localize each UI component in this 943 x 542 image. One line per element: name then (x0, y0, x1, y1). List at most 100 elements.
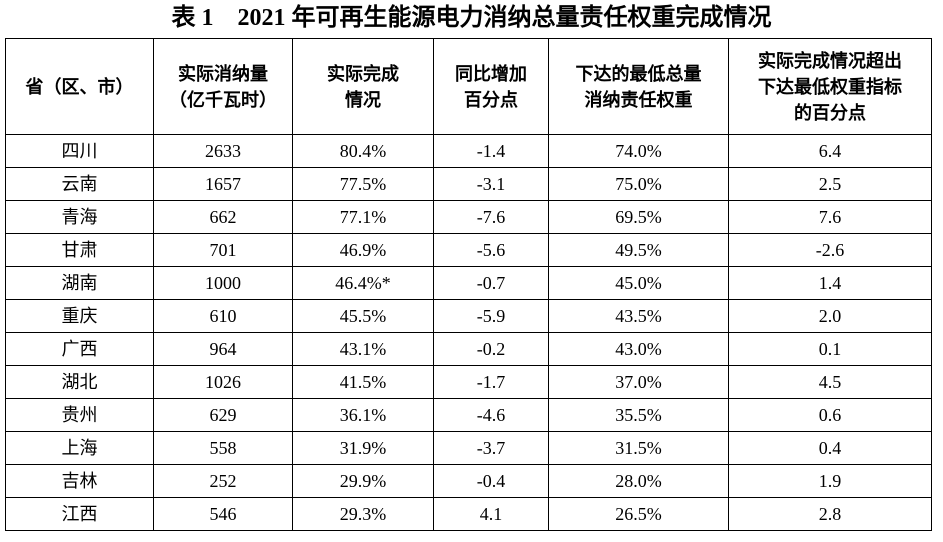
table-row: 四川 2633 80.4% -1.4 74.0% 6.4 (5, 134, 932, 168)
header-row: 省（区、市） 实际消纳量 （亿千瓦时） 实际完成 情况 同比增加 百分点 下达的最低总量 消纳责… (5, 38, 932, 135)
value-cell: 0.4 (728, 431, 932, 465)
value-cell: 45.5% (292, 299, 434, 333)
table-row: 云南 1657 77.5% -3.1 75.0% 2.5 (5, 167, 932, 201)
header-line: 同比增加 (455, 63, 527, 84)
value-cell: 964 (153, 332, 293, 366)
value-cell: 46.9% (292, 233, 434, 267)
table-row: 湖北 1026 41.5% -1.7 37.0% 4.5 (5, 365, 932, 399)
value-cell: 4.5 (728, 365, 932, 399)
table-row: 广西 964 43.1% -0.2 43.0% 0.1 (5, 332, 932, 366)
value-cell: 46.4%* (292, 266, 434, 300)
value-cell: -1.7 (433, 365, 549, 399)
region-cell: 湖南 (5, 266, 154, 300)
table-row: 重庆 610 45.5% -5.9 43.5% 2.0 (5, 299, 932, 333)
value-cell: 26.5% (548, 497, 729, 531)
value-cell: 75.0% (548, 167, 729, 201)
region-cell: 吉林 (5, 464, 154, 498)
region-cell: 广西 (5, 332, 154, 366)
value-cell: 0.1 (728, 332, 932, 366)
value-cell: -5.9 (433, 299, 549, 333)
header-cell: 下达的最低总量 消纳责任权重 (548, 38, 729, 135)
header-line: 情况 (345, 89, 381, 110)
header-cell: 实际消纳量 （亿千瓦时） (153, 38, 293, 135)
data-table: 省（区、市） 实际消纳量 （亿千瓦时） 实际完成 情况 同比增加 百分点 下达的最低总量 消纳责… (5, 38, 932, 531)
value-cell: 629 (153, 398, 293, 432)
table-row: 江西 546 29.3% 4.1 26.5% 2.8 (5, 497, 932, 531)
header-line: 下达的最低总量 (575, 63, 702, 84)
value-cell: 49.5% (548, 233, 729, 267)
value-cell: -2.6 (728, 233, 932, 267)
header-line: 省（区、市） (25, 76, 134, 97)
value-cell: -3.7 (433, 431, 549, 465)
value-cell: 701 (153, 233, 293, 267)
value-cell: 252 (153, 464, 293, 498)
value-cell: 45.0% (548, 266, 729, 300)
value-cell: 31.9% (292, 431, 434, 465)
value-cell: -0.7 (433, 266, 549, 300)
value-cell: 2.8 (728, 497, 932, 531)
value-cell: 546 (153, 497, 293, 531)
header-line: （亿千瓦时） (169, 89, 277, 110)
value-cell: 74.0% (548, 134, 729, 168)
header-line: 的百分点 (794, 102, 866, 123)
value-cell: 37.0% (548, 365, 729, 399)
value-cell: 0.6 (728, 398, 932, 432)
value-cell: 43.5% (548, 299, 729, 333)
value-cell: 31.5% (548, 431, 729, 465)
header-line: 实际消纳量 (178, 63, 268, 84)
header-cell: 实际完成 情况 (292, 38, 434, 135)
value-cell: 662 (153, 200, 293, 234)
header-cell: 同比增加 百分点 (433, 38, 549, 135)
header-line: 实际完成 (327, 63, 399, 84)
header-line: 下达最低权重指标 (758, 76, 902, 97)
header-line: 实际完成情况超出 (758, 50, 902, 71)
header-line: 消纳责任权重 (584, 89, 693, 110)
table-title: 表 1 2021 年可再生能源电力消纳总量责任权重完成情况 (171, 5, 772, 31)
region-cell: 青海 (5, 200, 154, 234)
value-cell: 4.1 (433, 497, 549, 531)
value-cell: 43.0% (548, 332, 729, 366)
value-cell: 29.3% (292, 497, 434, 531)
value-cell: 29.9% (292, 464, 434, 498)
table-body: 四川 2633 80.4% -1.4 74.0% 6.4 云南 1657 77.5% -3.1 75… (5, 134, 932, 531)
value-cell: 2.0 (728, 299, 932, 333)
value-cell: 558 (153, 431, 293, 465)
region-cell: 贵州 (5, 398, 154, 432)
region-cell: 江西 (5, 497, 154, 531)
value-cell: -5.6 (433, 233, 549, 267)
value-cell: 77.5% (292, 167, 434, 201)
value-cell: 1.9 (728, 464, 932, 498)
value-cell: -0.4 (433, 464, 549, 498)
value-cell: 1.4 (728, 266, 932, 300)
value-cell: -4.6 (433, 398, 549, 432)
value-cell: 1000 (153, 266, 293, 300)
value-cell: 6.4 (728, 134, 932, 168)
region-cell: 重庆 (5, 299, 154, 333)
region-cell: 甘肃 (5, 233, 154, 267)
table-row: 贵州 629 36.1% -4.6 35.5% 0.6 (5, 398, 932, 432)
value-cell: 2633 (153, 134, 293, 168)
value-cell: -1.4 (433, 134, 549, 168)
value-cell: 41.5% (292, 365, 434, 399)
value-cell: 28.0% (548, 464, 729, 498)
value-cell: 77.1% (292, 200, 434, 234)
header-cell: 实际完成情况超出 下达最低权重指标 的百分点 (728, 38, 932, 135)
value-cell: 69.5% (548, 200, 729, 234)
region-cell: 上海 (5, 431, 154, 465)
value-cell: 1026 (153, 365, 293, 399)
value-cell: 36.1% (292, 398, 434, 432)
table-row: 甘肃 701 46.9% -5.6 49.5% -2.6 (5, 233, 932, 267)
value-cell: 80.4% (292, 134, 434, 168)
header-cell: 省（区、市） (5, 38, 154, 135)
table-row: 青海 662 77.1% -7.6 69.5% 7.6 (5, 200, 932, 234)
region-cell: 云南 (5, 167, 154, 201)
value-cell: -3.1 (433, 167, 549, 201)
value-cell: 43.1% (292, 332, 434, 366)
value-cell: 2.5 (728, 167, 932, 201)
table-row: 湖南 1000 46.4%* -0.7 45.0% 1.4 (5, 266, 932, 300)
value-cell: 610 (153, 299, 293, 333)
table-row: 上海 558 31.9% -3.7 31.5% 0.4 (5, 431, 932, 465)
value-cell: 7.6 (728, 200, 932, 234)
table-row: 吉林 252 29.9% -0.4 28.0% 1.9 (5, 464, 932, 498)
region-cell: 湖北 (5, 365, 154, 399)
